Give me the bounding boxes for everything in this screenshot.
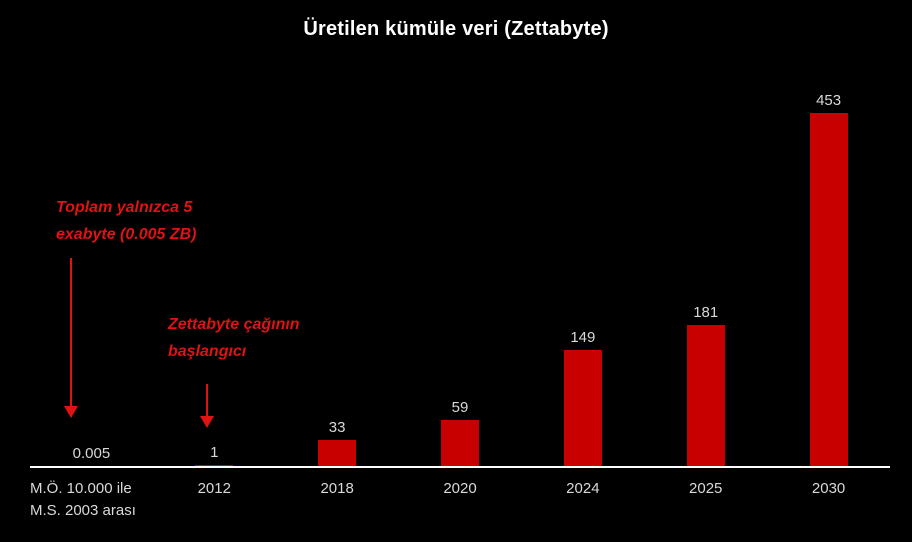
x-axis-label: 2030 bbox=[811, 480, 846, 497]
bar-value-label: 59 bbox=[451, 399, 469, 416]
annotation-zettabyte-line2: başlangıcı bbox=[168, 343, 247, 361]
bar-value-label: 453 bbox=[816, 92, 842, 109]
annotation-exabyte-line1: Toplam yalnızca 5 bbox=[56, 199, 193, 216]
arrow-shaft bbox=[206, 384, 208, 416]
bar-value-label: 0.005 bbox=[72, 445, 111, 462]
bar bbox=[195, 465, 234, 466]
x-axis-label: 2024 bbox=[566, 480, 600, 497]
bar bbox=[318, 440, 357, 466]
x-axis-label: M.Ö. 10.000 ile M.S. 2003 arası bbox=[30, 480, 136, 519]
annotation-zettabyte-line1: Zettabyte çağının bbox=[168, 316, 300, 333]
x-axis-row: M.Ö. 10.000 ile M.S. 2003 arası 2012 2018 20… bbox=[30, 478, 890, 522]
annotation-zettabyte-era: Zettabyte çağının başlangıcı bbox=[168, 311, 368, 365]
bar bbox=[441, 420, 479, 466]
arrow-head bbox=[64, 406, 78, 418]
chart-title: Üretilen kümüle veri (Zettabyte) bbox=[303, 18, 609, 40]
bar bbox=[809, 113, 848, 466]
bar-column: 453 bbox=[767, 92, 890, 466]
bar-column: 181 bbox=[644, 304, 767, 466]
bar-value-label: 33 bbox=[328, 419, 346, 436]
x-axis-label: 2025 bbox=[689, 480, 723, 497]
x-axis-label: 2020 bbox=[443, 480, 477, 497]
bar bbox=[563, 350, 602, 466]
down-arrow-icon bbox=[64, 258, 78, 418]
arrow-shaft bbox=[70, 258, 72, 406]
arrow-head bbox=[200, 416, 214, 428]
bar-column: 33 bbox=[276, 419, 399, 466]
bar-column: 0.005 bbox=[30, 445, 153, 466]
bars-row: 0.005 1 33 59 149 181 453 bbox=[30, 86, 890, 466]
bar-value-label: 1 bbox=[210, 444, 219, 461]
bar-column: 1 bbox=[153, 444, 276, 466]
bar-column: 59 bbox=[399, 399, 522, 466]
bar-value-label: 181 bbox=[693, 304, 719, 321]
bar-column: 149 bbox=[521, 329, 644, 466]
down-arrow-icon bbox=[200, 384, 214, 428]
plot-area: 0.005 1 33 59 149 181 453 bbox=[30, 86, 890, 468]
annotation-exabyte-line2: exabyte (0.005 ZB) bbox=[56, 226, 197, 244]
annotation-exabyte: Toplam yalnızca 5 exabyte (0.005 ZB) bbox=[56, 194, 256, 248]
bar-value-label: 149 bbox=[570, 329, 596, 346]
x-axis-label: 2018 bbox=[320, 480, 354, 497]
x-axis-label: 2012 bbox=[197, 480, 231, 497]
bar bbox=[686, 325, 725, 466]
